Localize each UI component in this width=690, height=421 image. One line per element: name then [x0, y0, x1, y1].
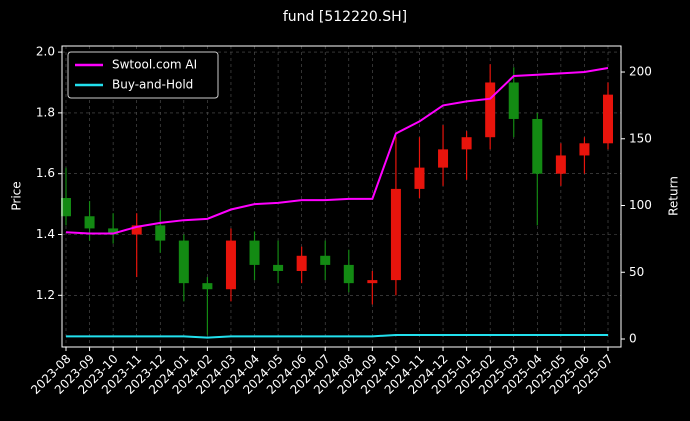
candle-body [131, 225, 142, 235]
chart-title: fund [512220.SH] [283, 9, 407, 25]
candle-body [296, 255, 307, 271]
candle-body [555, 155, 566, 174]
candle-body [108, 228, 119, 235]
candle-body [438, 149, 449, 168]
candle-body [485, 82, 496, 138]
candle-body [155, 225, 166, 241]
candle-body [61, 198, 71, 217]
candle-body [273, 264, 284, 271]
y2-tick-label: 100 [629, 198, 652, 212]
y2-tick-label: 150 [629, 131, 652, 145]
candle-body [84, 216, 95, 229]
legend-label: Swtool.com AI [112, 58, 197, 72]
candle-body [390, 188, 401, 281]
candle-body [367, 280, 378, 284]
candle-body [414, 167, 425, 189]
candle-body [249, 240, 260, 265]
candle-body [202, 283, 213, 290]
legend-box [67, 51, 219, 99]
line-series [65, 67, 609, 235]
y2-tick-label: 200 [629, 65, 652, 79]
legend-label: Buy-and-Hold [112, 78, 193, 92]
plot-frame [61, 45, 622, 348]
candle-body [508, 82, 519, 119]
y-tick-label: 1.4 [36, 227, 55, 241]
y-tick-label: 1.8 [36, 105, 55, 119]
candle-body [603, 94, 613, 144]
candle-body [320, 255, 331, 265]
y2-tick-label: 0 [629, 331, 637, 345]
y-axis-label: Price [10, 181, 24, 210]
y-tick-label: 2.0 [36, 45, 55, 59]
line-series [66, 333, 608, 339]
y-tick-label: 1.2 [36, 288, 55, 302]
candle-body [343, 264, 354, 284]
candle-body [579, 143, 590, 156]
y2-tick-label: 50 [629, 265, 644, 279]
y2-axis-label: Return [667, 176, 681, 216]
candle-body [178, 240, 189, 284]
candle-body [532, 118, 543, 174]
candle-body [461, 137, 472, 150]
candle-body [225, 240, 236, 290]
y-tick-label: 1.6 [36, 166, 55, 180]
